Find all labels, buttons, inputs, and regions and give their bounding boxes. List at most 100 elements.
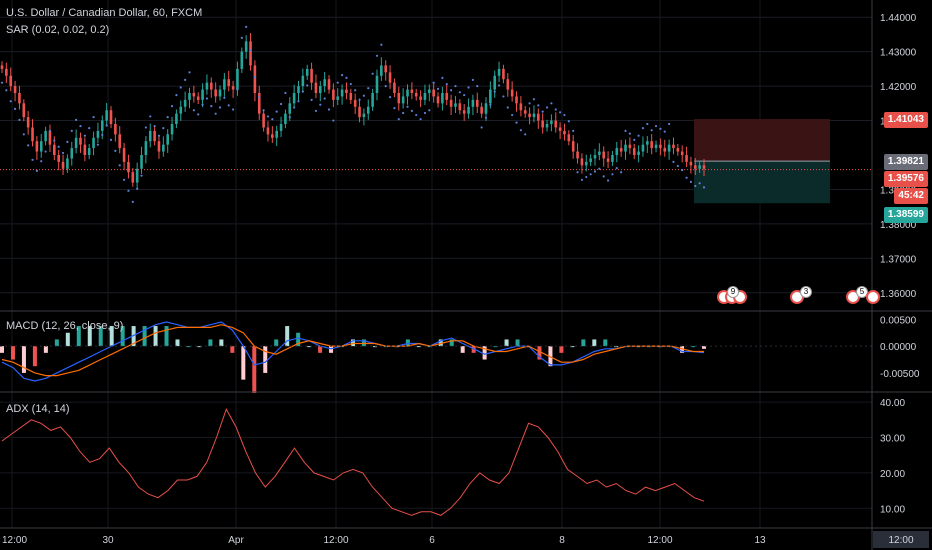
candle-body [9,75,13,87]
sar-dot [524,133,527,136]
sar-dot [170,104,174,108]
macd-histogram-bar [471,346,476,353]
sar-dot [497,84,501,87]
candle-body [262,113,265,128]
sar-dot [537,104,540,107]
candle-body [5,68,8,76]
candle-body [175,113,178,124]
macd-histogram-bar [98,326,103,347]
candle-body [558,127,562,131]
candle-body [397,93,401,104]
sar-dot [57,145,60,148]
candle-body [271,134,274,138]
sar-dot [66,140,69,144]
sar-dot [131,200,134,203]
adx-tick-label: 40.00 [880,398,905,409]
candle-body [563,130,566,135]
candle-body [144,141,148,155]
candle-body [0,65,4,69]
candle-body [48,130,52,145]
candle-body [632,148,636,155]
candle-body [510,89,514,97]
candle-body [584,161,588,166]
sar-dot [572,129,575,132]
sar-dot [118,164,121,167]
sar-dot [279,102,283,106]
candle-body [689,161,693,166]
time-axis[interactable]: 12:00 30 Apr 12:00 6 8 12:00 13 12:00 [2,531,929,548]
candle-body [550,120,553,124]
candle-body [227,79,231,87]
candle-body [349,93,353,100]
countdown-label: 45:42 [894,188,928,204]
sar-dot [580,178,584,181]
candle-body [305,68,309,76]
sar-dot [31,158,34,161]
candle-body [170,124,174,135]
macd-histogram-bar [307,346,312,348]
sar-dot [471,78,475,82]
macd-legend[interactable]: MACD (12, 26, close, 9) [6,320,124,332]
candle-body [532,113,536,118]
candle-body [528,113,531,118]
sar-dot [654,124,658,128]
sar-dot [92,116,95,119]
sar-dot [175,93,178,97]
candle-body [441,93,444,104]
sar-dot [231,108,235,111]
time-tick-label: 12:00 [323,535,348,546]
candle-body [676,148,680,152]
macd-histogram-bar [54,339,59,347]
adx-legend[interactable]: ADX (14, 14) [6,403,70,415]
candle-body [388,72,392,83]
economic-event-flag-icon[interactable] [866,290,880,304]
sar-legend[interactable]: SAR (0.02, 0.02, 0.2) [6,24,110,36]
candle-body [458,103,462,111]
macd-histogram-bar [548,346,553,367]
sar-dot [367,87,370,90]
sar-dot [345,76,348,79]
sar-dot [275,110,278,113]
sar-dot [506,106,509,109]
candle-body [209,82,213,90]
sar-dot [615,166,618,170]
sar-dot [258,96,261,99]
candle-body [332,89,335,100]
candle-body [74,137,78,149]
candle-body [362,113,366,118]
sar-dot [157,134,161,137]
sar-dot [689,180,693,183]
sar-dot [288,116,291,119]
sar-dot [676,164,679,168]
sar-dot [340,73,344,77]
macd-histogram-bar [153,326,158,347]
grid-lines [0,0,872,528]
macd-histogram-bar [537,346,542,360]
candle-body [114,124,117,135]
candle-body [13,86,17,93]
sar-dot [428,109,431,112]
macd-histogram-bar [175,339,180,347]
sar-dot [336,81,339,84]
candle-body [593,155,597,159]
sar-dot [567,120,570,123]
candle-body [506,79,510,90]
candle-body [672,144,675,149]
position-zones[interactable] [694,119,830,204]
sar-dot [13,107,17,110]
sar-dot [484,116,488,119]
candle-body [39,141,43,152]
sar-dot [545,106,549,109]
price-axis[interactable]: 1.440001.430001.420001.410001.390001.380… [880,13,920,515]
macd-histogram-bar [241,346,246,380]
sar-dot [223,96,226,99]
sar-dot [136,187,139,190]
sar-dot [641,127,645,130]
sar-dot [75,118,78,121]
sar-dot [541,110,544,113]
sar-dot [184,78,187,82]
sar-dot [511,113,514,117]
candle-body [87,148,91,155]
